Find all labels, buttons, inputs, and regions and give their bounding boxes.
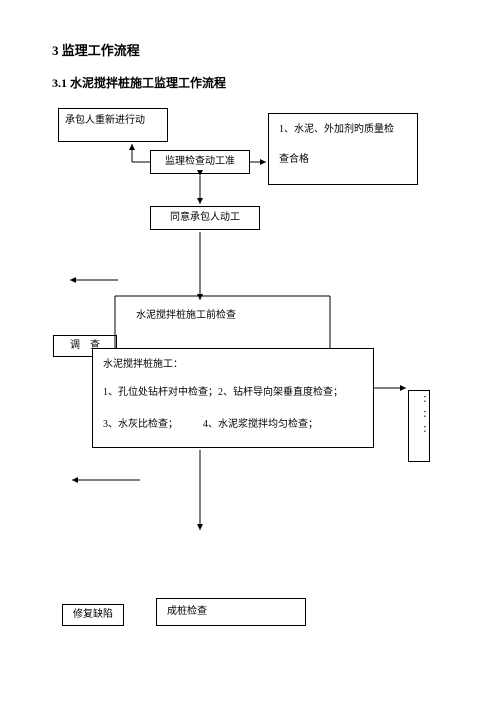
heading-sub: 3.1 水泥搅拌桩施工监理工作流程 [52,74,226,91]
box-inspect-ready-text: 监理检查动工准 [165,154,235,170]
box-agree-start: 同意承包人动工 [150,206,260,230]
box-restart: 承包人重新进行动 [58,108,168,142]
box-restart-text: 承包人重新进行动 [65,115,145,126]
box-fix-defect: 修复缺陷 [62,604,124,626]
box-pre-check: 水泥搅拌桩施工前检查 [130,304,310,328]
side-vertical-text: ：：： [415,395,429,440]
box-quality-check: 1、水泥、外加剂旳质量检 查合格 [268,113,418,185]
box-pre-check-text: 水泥搅拌桩施工前检查 [136,310,236,321]
box-inspect-ready: 监理检查动工准 [150,150,250,174]
box-construction: 水泥搅拌桩施工： 1、孔位处钻杆对中检查；2、钻杆导向架垂直度检查； 3、水灰比… [92,348,374,448]
box-agree-start-text: 同意承包人动工 [170,210,240,226]
heading-main: 3 监理工作流程 [52,40,140,59]
construction-title: 水泥搅拌桩施工： [103,357,363,373]
quality-check-line1: 1、水泥、外加剂旳质量检 [279,122,407,138]
quality-check-line2: 查合格 [279,152,407,168]
page: 3 监理工作流程 3.1 水泥搅拌桩施工监理工作流程 承包人重新进行动 监理检查… [0,0,500,707]
box-fix-defect-text: 修复缺陷 [73,607,113,623]
construction-items: 1、孔位处钻杆对中检查；2、钻杆导向架垂直度检查； 3、水灰比检查； 4、水泥浆… [103,385,363,433]
box-pile-check: 成桩检查 [156,598,306,626]
box-pile-check-text: 成桩检查 [167,604,207,620]
box-side-vertical: ：：： [408,390,430,462]
